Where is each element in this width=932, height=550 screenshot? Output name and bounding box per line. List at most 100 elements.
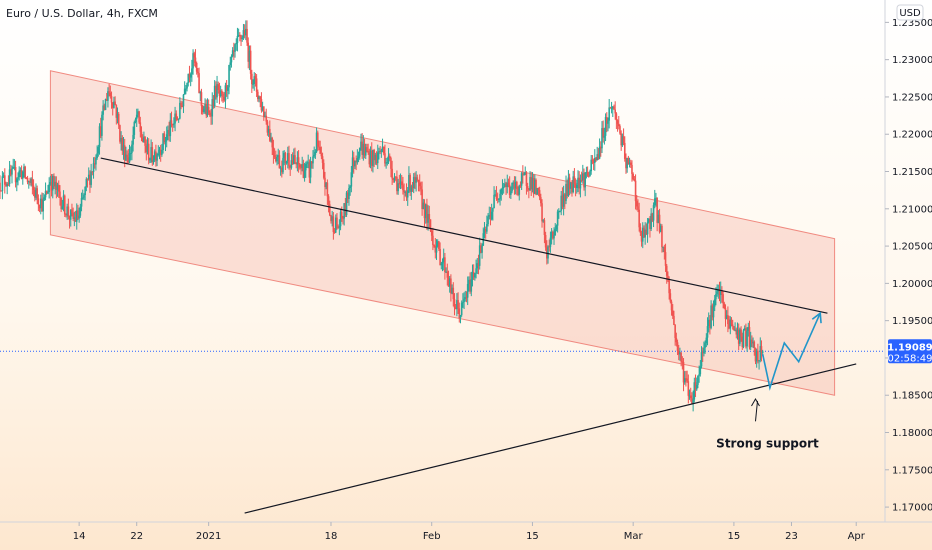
candle: [501, 179, 504, 196]
candle: [734, 322, 736, 332]
candle: [589, 169, 591, 177]
candle-body: [278, 155, 281, 169]
candle-body: [450, 278, 452, 294]
candle-body: [758, 360, 760, 362]
candle: [749, 331, 752, 351]
candle-body: [165, 134, 168, 141]
candle-body: [300, 167, 302, 169]
candle: [157, 145, 160, 157]
candle-body: [560, 195, 563, 211]
candle-body: [186, 82, 188, 89]
candle-body: [421, 189, 423, 209]
candle-body: [176, 119, 179, 121]
candle: [312, 150, 314, 169]
candle: [617, 115, 620, 130]
y-tick-label: 1.23500: [892, 18, 932, 29]
candle-body: [620, 133, 622, 146]
candle: [283, 150, 286, 166]
candle: [33, 187, 36, 202]
candle-body: [354, 160, 356, 167]
candle: [11, 165, 13, 184]
candle-body: [6, 183, 8, 187]
candle-body: [95, 158, 97, 165]
candle: [655, 192, 657, 207]
candle-body: [291, 160, 294, 165]
candle-body: [213, 85, 216, 107]
candle-body: [458, 308, 461, 319]
candle: [481, 243, 483, 259]
candle: [412, 173, 415, 194]
candle: [86, 178, 89, 188]
candle: [692, 390, 694, 412]
candle-body: [448, 278, 451, 287]
candle-body: [504, 183, 506, 187]
candle: [759, 337, 762, 363]
candle: [351, 150, 354, 178]
candle-body: [215, 85, 217, 98]
candle-body: [385, 162, 387, 164]
candle: [679, 347, 681, 361]
candle-body: [96, 153, 98, 159]
candle-body: [180, 102, 182, 106]
candle: [101, 111, 103, 141]
candle: [307, 154, 309, 169]
candle-body: [559, 210, 561, 212]
candle: [450, 274, 452, 302]
candle-body: [659, 225, 662, 232]
candle: [595, 157, 597, 162]
candle-body: [141, 137, 144, 142]
candle-body: [392, 178, 395, 181]
candle: [621, 133, 624, 147]
candle-body: [531, 178, 534, 190]
candle: [257, 89, 259, 102]
currency-badge[interactable]: USD: [896, 4, 924, 21]
candle: [590, 154, 592, 175]
candle: [674, 324, 676, 346]
candle: [270, 132, 272, 143]
candle: [281, 160, 283, 178]
candle: [514, 176, 517, 195]
candle-body: [631, 164, 633, 174]
candle: [652, 202, 655, 228]
candle: [512, 180, 515, 190]
candle: [119, 124, 121, 144]
candle-body: [109, 92, 112, 97]
candle: [559, 210, 561, 213]
candle: [108, 83, 110, 97]
candle: [1, 171, 4, 200]
candle-body: [459, 315, 462, 319]
candle: [287, 146, 289, 169]
candle-body: [632, 173, 634, 180]
candle: [349, 185, 351, 196]
candle: [19, 167, 22, 178]
candle-body: [433, 244, 435, 246]
candle-body: [366, 147, 368, 151]
candle: [661, 224, 663, 253]
candle-body: [387, 155, 390, 163]
candle-body: [615, 113, 618, 121]
candle-body: [571, 182, 573, 193]
candle-body: [534, 179, 536, 194]
candle-body: [603, 135, 606, 138]
candle-body: [501, 187, 504, 189]
candle: [66, 203, 68, 220]
candle: [486, 215, 488, 234]
candle-body: [510, 191, 512, 195]
candle: [147, 138, 150, 165]
candle: [754, 347, 757, 365]
candle: [388, 153, 391, 161]
candle: [219, 85, 222, 98]
candle-body: [658, 214, 661, 232]
candle: [721, 286, 723, 303]
candle: [185, 84, 187, 95]
candle-body: [168, 129, 170, 137]
candle-body: [456, 300, 458, 310]
candle: [733, 326, 735, 331]
candle-body: [0, 182, 1, 191]
candle: [227, 84, 229, 100]
candle-body: [384, 153, 386, 164]
candle: [487, 213, 489, 227]
candle-body: [547, 246, 549, 259]
candle-body: [93, 163, 96, 165]
candle: [319, 140, 321, 154]
